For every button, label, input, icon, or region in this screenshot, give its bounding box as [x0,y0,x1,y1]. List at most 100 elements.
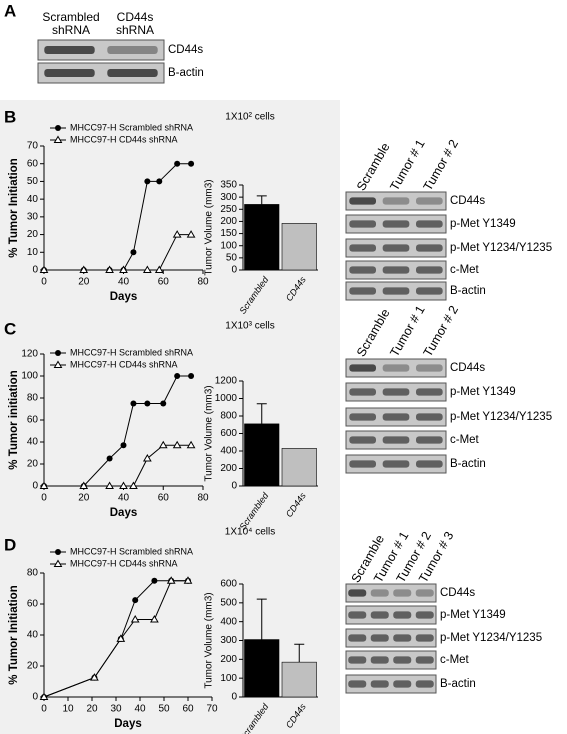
blot-band [349,197,376,205]
x-tick-label: 40 [118,277,130,288]
y-tick-label: 0 [231,481,237,492]
x-axis-label: Days [114,718,142,730]
bar [281,448,317,487]
legend-label: MHCC97-H CD44s shRNA [70,359,178,369]
blot-band [382,364,410,372]
legend-marker [53,559,63,567]
marker [129,481,138,489]
blot-strip [345,191,447,211]
y-tick-label: 250 [220,204,237,215]
y-tick-label: 400 [220,446,237,457]
blot-band [393,656,412,664]
blot-label: CD44s [440,587,475,599]
blot-band [348,589,367,597]
y-tick-label: 200 [220,216,237,227]
blot-band [349,413,376,421]
y-tick-label: 80 [27,393,39,404]
blot-strip [345,628,437,648]
marker [106,455,113,462]
y-tick-label: 40 [27,194,39,205]
blot-band [349,436,376,444]
y-tick-label: 500 [220,597,237,608]
y-tick-label: 20 [27,229,39,240]
x-tick-label: 20 [86,704,98,715]
blot-band [349,220,376,228]
marker [142,265,152,273]
blot-band [393,589,412,597]
marker [132,597,139,604]
blot-band [416,436,443,444]
x-tick-label: 40 [134,704,146,715]
x-tick-label: 60 [158,277,170,288]
x-tick-label: 80 [197,493,209,504]
marker [116,634,126,642]
marker [186,230,196,238]
blot-label: p-Met Y1234/Y1235 [440,632,542,644]
x-tick-label: 60 [182,704,194,715]
column-header: CD44s shRNA [115,10,154,37]
cell-count: 1X10³ cells [225,321,274,332]
cell-count: 1X10⁴ cells [225,527,275,538]
marker [150,615,159,623]
marker [144,400,151,407]
blot-strip [345,605,437,625]
marker [120,442,127,449]
y-axis-label: % Tumor Initiation [8,158,20,257]
marker [186,440,196,449]
blot-band [416,388,443,396]
column-header: Scrambled shRNA [42,10,100,37]
y-tick-label: 0 [231,265,237,276]
x-tick-label: 50 [158,704,170,715]
legend-marker [55,125,61,131]
legend-marker [55,549,61,555]
blot-band [415,589,434,597]
marker [174,373,181,379]
y-tick-label: 100 [220,240,237,251]
blot-band [416,413,443,421]
legend-label: MHCC97-H CD44s shRNA [70,134,178,144]
y-tick-label: 20 [27,459,39,470]
y-tick-label: 60 [27,599,39,610]
y-tick-label: 50 [27,176,39,187]
y-axis-label: Tumor Volume (mm3) [204,592,215,688]
blot-label: B-actin [440,678,476,690]
blot-band [382,388,410,396]
y-tick-label: 10 [27,247,39,258]
marker [183,576,193,584]
legend-marker [55,350,61,356]
x-tick-label: 10 [62,704,74,715]
marker [174,160,181,167]
blot-label: c-Met [450,434,480,446]
blot-band [416,197,443,205]
blot-label: B-actin [450,458,486,470]
error-bar [256,598,267,640]
blot-strip [345,358,447,378]
blot-band [415,611,434,619]
blot-band [348,680,367,688]
blot-band [382,244,410,252]
marker [90,673,99,681]
blot-band [382,287,410,295]
y-tick-label: 0 [231,692,237,703]
blot-label: p-Met Y1349 [440,609,506,621]
marker [158,440,168,449]
blot-band [348,634,367,642]
blot-band [415,680,434,688]
panel-letter: A [4,1,16,20]
blot-label: B-actin [168,67,204,79]
y-axis-label: % Tumor Initiation [8,585,20,684]
marker [39,692,49,700]
marker [79,481,89,489]
error-bar [256,403,267,424]
legend-label: MHCC97-H Scrambled shRNA [70,546,193,556]
x-tick-label: 80 [197,277,209,288]
blot-band [370,680,389,688]
y-tick-label: 50 [226,252,238,263]
blot-label: p-Met Y1234/Y1235 [450,411,552,423]
marker [130,249,137,256]
marker [105,265,114,273]
y-tick-label: 70 [27,141,39,152]
blot-band [348,611,367,619]
y-tick-label: 200 [220,654,237,665]
blot-band [349,364,376,372]
